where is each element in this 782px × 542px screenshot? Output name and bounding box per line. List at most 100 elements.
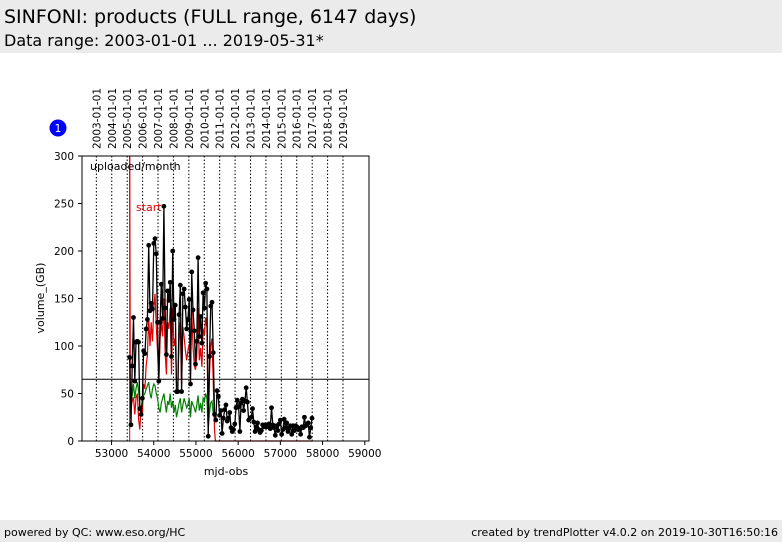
date-tick-label: 2013-01-01 [246, 88, 258, 149]
data-point [267, 426, 273, 432]
date-tick-label: 2012-01-01 [230, 88, 242, 149]
data-point [204, 286, 210, 292]
date-tick-label: 2007-01-01 [153, 88, 165, 149]
data-point [250, 406, 255, 412]
data-point [172, 302, 178, 308]
data-point [236, 404, 241, 410]
data-point [234, 397, 240, 403]
y-tick-label: 200 [54, 246, 74, 258]
data-point [251, 419, 257, 425]
data-point [275, 428, 281, 433]
data-point [150, 306, 155, 312]
y-tick-label: 150 [54, 294, 74, 306]
data-point [217, 412, 222, 418]
date-tick-label: 2005-01-01 [122, 88, 134, 149]
data-point [165, 288, 171, 294]
x-tick-label: 53000 [95, 448, 128, 460]
data-point [209, 299, 215, 305]
x-tick-label: 55000 [179, 448, 212, 460]
data-point [196, 334, 202, 339]
date-tick-label: 2017-01-01 [307, 88, 319, 149]
date-tick-label: 2014-01-01 [261, 88, 273, 149]
data-point [160, 316, 166, 321]
data-point [171, 317, 177, 322]
data-point [158, 281, 164, 287]
plot-frame [81, 155, 370, 442]
x-tick-label: 54000 [137, 448, 170, 460]
data-point [188, 381, 193, 387]
data-point [152, 236, 158, 242]
data-range-subtitle: Data range: 2003-01-01 ... 2019-05-31* [4, 31, 324, 50]
x-tick-label: 57000 [264, 448, 297, 460]
data-point [237, 429, 243, 434]
data-point [164, 352, 169, 357]
data-point [195, 255, 201, 261]
y-tick-label: 0 [67, 436, 74, 448]
data-point [302, 414, 307, 420]
data-point [175, 389, 181, 394]
date-tick-label: 2018-01-01 [323, 88, 335, 149]
data-point [266, 421, 272, 427]
data-point [131, 315, 136, 320]
data-point [243, 385, 249, 391]
data-point [201, 305, 207, 311]
data-point [184, 326, 190, 332]
date-tick-label: 2016-01-01 [292, 88, 304, 149]
report-footer: powered by QC: www.eso.org/HC created by… [0, 520, 782, 542]
data-point [136, 339, 141, 345]
data-point [269, 405, 274, 411]
data-point [191, 328, 197, 334]
y-tick-label: 50 [61, 389, 74, 401]
data-point [283, 425, 288, 431]
data-point [200, 290, 206, 296]
data-point [214, 388, 220, 394]
data-point [193, 361, 198, 367]
date-tick-label: 2019-01-01 [338, 88, 350, 149]
panel-label: uploaded/month [90, 160, 181, 173]
data-point [157, 319, 163, 325]
start-annotation: start [136, 201, 162, 214]
data-point [252, 429, 258, 434]
data-point [238, 400, 244, 406]
data-point [220, 415, 226, 421]
data-point [208, 303, 214, 309]
data-point [146, 242, 152, 248]
data-point [176, 312, 182, 318]
data-series [127, 155, 315, 442]
data-point [180, 291, 186, 297]
data-point [226, 415, 231, 421]
data-point [298, 431, 304, 437]
data-point [281, 416, 287, 422]
data-point [148, 300, 154, 306]
data-point [194, 338, 200, 344]
x-tick-label: 58000 [306, 448, 339, 460]
x-tick-label: 56000 [221, 448, 254, 460]
x-axis-label: mjd-obs [204, 465, 249, 478]
data-point [142, 351, 148, 356]
data-point [227, 410, 233, 415]
data-point [189, 269, 195, 275]
data-point [277, 417, 283, 423]
date-tick-label: 2009-01-01 [184, 88, 196, 149]
date-tick-label: 2006-01-01 [138, 88, 150, 149]
data-point [285, 429, 291, 434]
y-axis-label: volume_(GB) [34, 263, 47, 334]
data-point [307, 434, 312, 440]
y-tick-label: 250 [54, 199, 74, 211]
date-tick-label: 2010-01-01 [199, 88, 211, 149]
data-point [143, 326, 149, 332]
data-point [170, 248, 176, 254]
data-point [219, 431, 225, 436]
data-point [215, 393, 221, 399]
data-point [138, 412, 144, 417]
data-point [129, 363, 135, 369]
date-tick-label: 2004-01-01 [107, 88, 119, 149]
data-point [309, 415, 315, 421]
data-point [231, 427, 236, 432]
data-point [210, 350, 216, 356]
data-point [127, 355, 133, 360]
data-point [223, 402, 229, 408]
data-point [258, 428, 264, 433]
data-point [241, 408, 247, 413]
y-axis: 0 50 100 150 200 250 300 [54, 151, 82, 448]
